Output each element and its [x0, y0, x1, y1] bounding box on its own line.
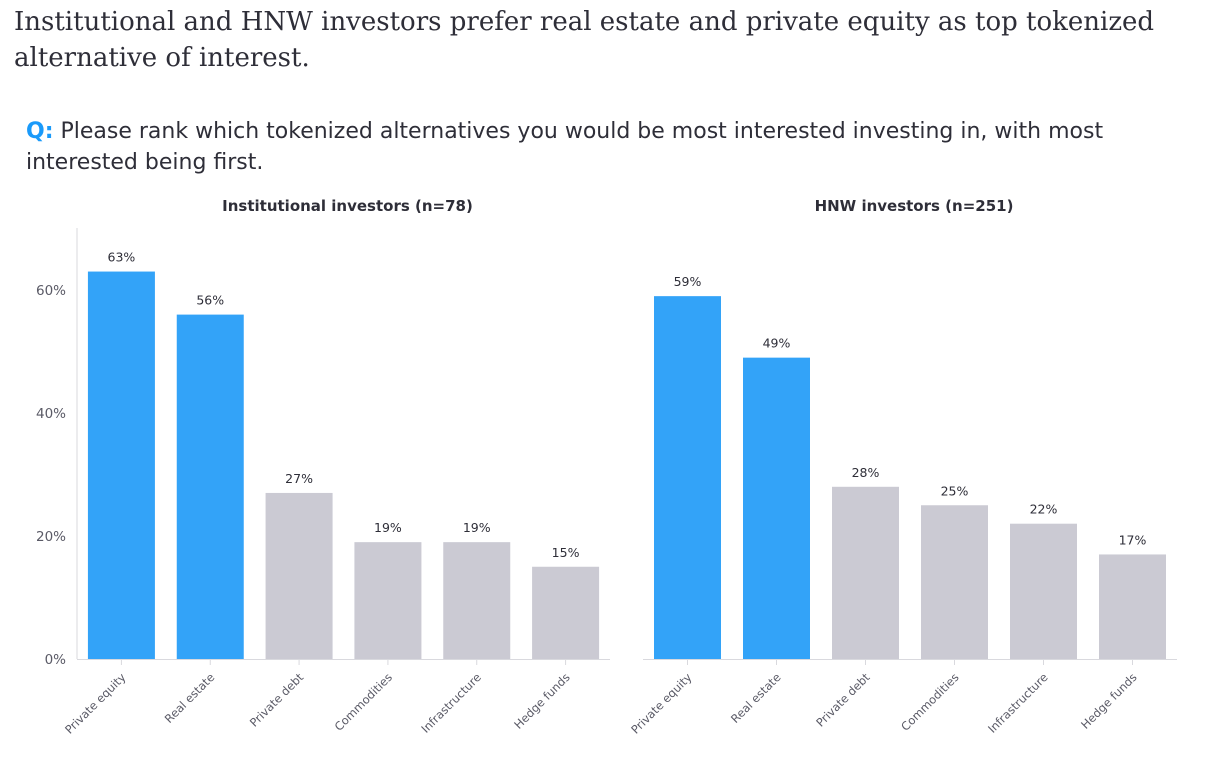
bar-real-estate [743, 357, 810, 659]
data-label-commodities: 25% [941, 483, 969, 498]
data-label-infrastructure: 22% [1030, 502, 1058, 517]
bar-infrastructure [1010, 523, 1077, 659]
data-label-private-equity: 63% [108, 250, 136, 265]
institutional-chart-title: Institutional investors (n=78) [222, 197, 473, 215]
x-tick-label-infrastructure: Infrastructure [985, 670, 1051, 736]
x-tick-label-hedge-funds: Hedge funds [1078, 670, 1140, 732]
data-label-hedge-funds: 17% [1119, 532, 1147, 547]
x-tick-label-private-debt: Private debt [247, 670, 307, 730]
data-label-private-debt: 27% [285, 471, 313, 486]
bar-real-estate [176, 314, 244, 659]
question-text: Q: Please rank which tokenized alternati… [26, 116, 1196, 178]
x-tick-label-private-debt: Private debt [813, 670, 873, 730]
x-tick-label-real-estate: Real estate [162, 670, 218, 726]
y-tick-label: 20% [36, 529, 66, 545]
y-tick-label: 0% [45, 652, 67, 668]
data-label-hedge-funds: 15% [552, 545, 580, 560]
bar-private-equity [87, 271, 155, 659]
data-label-infrastructure: 19% [463, 520, 491, 535]
x-tick-label-private-equity: Private equity [62, 670, 129, 737]
question-body: Please rank which tokenized alternatives… [26, 119, 1104, 175]
x-tick-label-private-equity: Private equity [628, 670, 695, 737]
headline: Institutional and HNW investors prefer r… [14, 7, 1155, 73]
bar-commodities [921, 505, 988, 659]
data-label-private-debt: 28% [852, 465, 880, 480]
x-tick-label-infrastructure: Infrastructure [418, 670, 484, 736]
x-tick-label-commodities: Commodities [898, 670, 961, 733]
x-tick-label-real-estate: Real estate [728, 670, 784, 726]
bar-commodities [354, 542, 422, 659]
data-label-real-estate: 56% [196, 293, 224, 308]
data-label-private-equity: 59% [674, 274, 702, 289]
bar-private-equity [654, 296, 721, 659]
x-tick-label-hedge-funds: Hedge funds [511, 670, 573, 732]
bar-hedge-funds [532, 566, 600, 659]
bar-private-debt [832, 486, 899, 659]
y-tick-label: 60% [36, 283, 66, 299]
bar-private-debt [265, 492, 333, 659]
hnw-chart-panel: HNW investors (n=251) 59% Private equity 49… [628, 197, 1177, 737]
bar-hedge-funds [1099, 554, 1166, 659]
y-tick-label: 40% [36, 406, 66, 422]
x-tick-label-commodities: Commodities [332, 670, 395, 733]
bar-infrastructure [443, 542, 511, 659]
question-prefix: Q: [26, 119, 54, 144]
data-label-commodities: 19% [374, 520, 402, 535]
hnw-chart-title: HNW investors (n=251) [815, 197, 1014, 215]
data-label-real-estate: 49% [763, 336, 791, 351]
institutional-chart-panel: Institutional investors (n=78) 0% 20% 40% 60… [36, 197, 610, 737]
